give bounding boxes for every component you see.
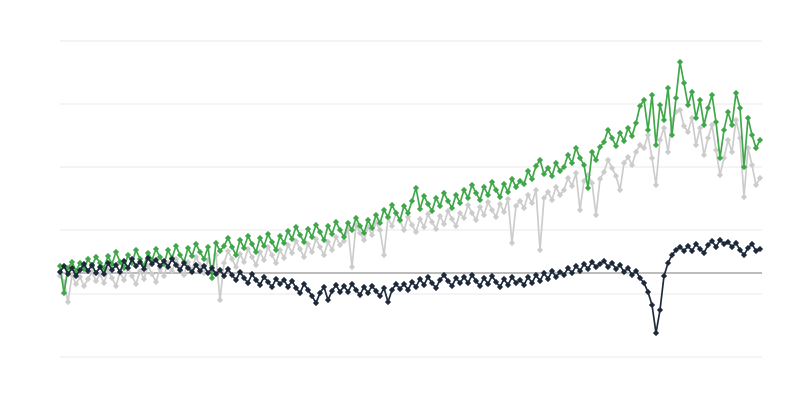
gridlines: [60, 40, 762, 358]
gray-index-series: [56, 106, 764, 306]
green-growth-series: [56, 58, 764, 297]
navy-flat-series: [56, 236, 764, 337]
navy-flat-series-line: [59, 239, 761, 334]
